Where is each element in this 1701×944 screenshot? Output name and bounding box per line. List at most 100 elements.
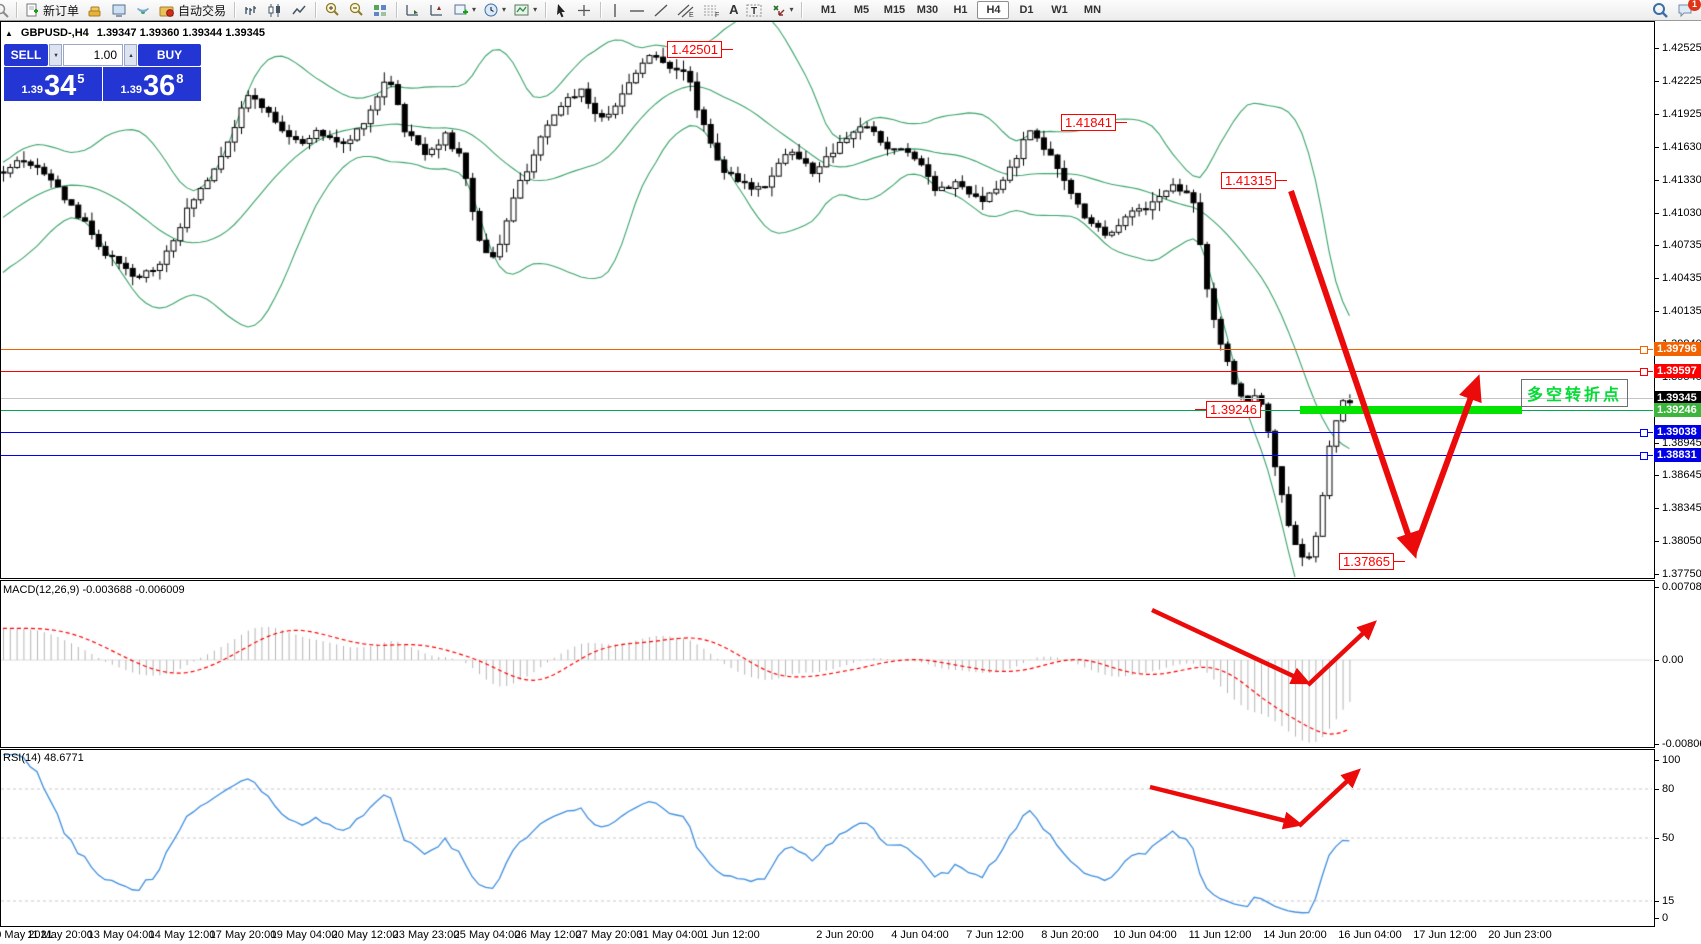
support-line-1[interactable] — [0, 432, 1653, 433]
timeframe-d1[interactable]: D1 — [1019, 4, 1034, 16]
time-tick: 4 Jun 04:00 — [891, 929, 949, 941]
dropdown-caret-icon: ▾ — [533, 5, 538, 14]
resistance-line-2-handle[interactable] — [1640, 368, 1648, 376]
price-tick: 15 — [1655, 895, 1674, 907]
zoom-in-icon[interactable] — [322, 1, 342, 19]
price-tick: 1.40735 — [1655, 239, 1701, 251]
timeframe-h4[interactable]: H4 — [977, 1, 1010, 19]
trendline-icon[interactable] — [651, 2, 671, 19]
timeframe-w1[interactable]: W1 — [1051, 4, 1068, 16]
gold-icon[interactable] — [85, 2, 105, 19]
collapse-trade-panel-arrow[interactable]: ▲ — [5, 28, 13, 38]
notifications-icon[interactable]: 1 — [1677, 0, 1701, 18]
chart-shift-icon[interactable] — [427, 2, 447, 19]
price-tick: 100 — [1655, 754, 1680, 766]
candlestick-chart-icon[interactable] — [265, 2, 285, 19]
sell-quote[interactable]: 1.39 34 5 — [4, 67, 102, 101]
clock-icon — [484, 3, 499, 18]
volume-input[interactable] — [63, 44, 123, 66]
spin-down-icon: ▼ — [52, 51, 59, 59]
line-chart-icon[interactable] — [289, 2, 309, 19]
price-tick: 1.41030 — [1655, 207, 1701, 219]
support-line-1-handle[interactable] — [1640, 429, 1648, 437]
time-tick: 1 Jun 12:00 — [702, 929, 760, 941]
pivot-point-label[interactable]: 多空转折点 — [1521, 379, 1629, 407]
search-icon[interactable] — [1652, 2, 1669, 19]
crosshair-icon[interactable] — [574, 2, 594, 19]
cursor-icon[interactable] — [552, 2, 570, 19]
horizontal-line-icon[interactable] — [627, 2, 647, 19]
timeframe-m1[interactable]: M1 — [820, 4, 837, 16]
time-tick: 16 Jun 04:00 — [1338, 929, 1402, 941]
text-icon[interactable]: A — [729, 2, 739, 17]
arrows-objects-button[interactable]: ▾ — [769, 2, 795, 19]
timeframe-m5[interactable]: M5 — [853, 4, 870, 16]
price-badge-1.38831: 1.38831 — [1654, 448, 1701, 462]
time-tick: 17 May 20:00 — [209, 929, 277, 941]
resistance-line-2[interactable] — [0, 371, 1653, 372]
signal-icon[interactable] — [133, 2, 153, 19]
text-label-icon[interactable]: T — [744, 2, 765, 19]
toolbar-separator — [315, 2, 317, 18]
sell-button[interactable]: SELL — [4, 44, 48, 66]
price-tick: 80 — [1655, 783, 1674, 795]
resistance-line-1-handle[interactable] — [1640, 346, 1648, 354]
support-line-2-handle[interactable] — [1640, 452, 1648, 460]
one-click-trading-panel: SELL ▼ ▲ BUY 1.39 34 5 1.39 36 8 — [4, 44, 201, 101]
rsi-indicator-label: RSI(14) 48.6771 — [3, 752, 84, 764]
svg-text:E: E — [689, 12, 694, 18]
toolbar-separator — [234, 2, 236, 18]
timeframe-mn[interactable]: MN — [1083, 4, 1102, 16]
buy-quote[interactable]: 1.39 36 8 — [103, 67, 201, 101]
dropdown-caret-icon: ▾ — [502, 5, 507, 14]
price-tick: 1.38345 — [1655, 502, 1701, 514]
pivot-zone-bar[interactable] — [1300, 406, 1522, 414]
timeframe-group: M1 M5 M15 M30 H1 H4 D1 W1 MN — [812, 1, 1108, 19]
fibonacci-icon[interactable]: F — [701, 2, 723, 19]
templates-button[interactable]: ▾ — [512, 2, 539, 19]
toolbar-separator — [545, 2, 547, 18]
timeframe-m30[interactable]: M30 — [916, 4, 939, 16]
time-tick: 8 Jun 20:00 — [1041, 929, 1099, 941]
time-tick: 19 May 04:00 — [270, 929, 338, 941]
volume-decrease-button[interactable]: ▼ — [49, 44, 62, 66]
price-annotation-1.37865[interactable]: 1.37865 — [1339, 553, 1405, 570]
vertical-line-icon[interactable] — [607, 2, 623, 19]
price-tick: 1.41330 — [1655, 174, 1701, 186]
terminal-icon[interactable] — [109, 2, 129, 19]
macd-indicator-label: MACD(12,26,9) -0.003688 -0.006009 — [3, 584, 185, 596]
bar-chart-icon[interactable] — [241, 2, 261, 19]
symbol-period-label: GBPUSD-,H4 — [20, 27, 89, 39]
volume-increase-button[interactable]: ▲ — [124, 44, 137, 66]
auto-scroll-icon[interactable] — [403, 2, 423, 19]
tile-windows-icon[interactable] — [370, 2, 390, 19]
timeframe-h1[interactable]: H1 — [953, 4, 968, 16]
pivot-line[interactable] — [0, 410, 1653, 411]
indicators-button[interactable]: ▾ — [451, 2, 478, 19]
toolbar-separator — [801, 2, 803, 18]
chart-header: ▲ GBPUSD-,H4 1.39347 1.39360 1.39344 1.3… — [5, 27, 265, 39]
resistance-line-1[interactable] — [0, 349, 1653, 350]
timeframe-m15[interactable]: M15 — [883, 4, 906, 16]
zoom-out-icon[interactable] — [346, 1, 366, 19]
buy-button[interactable]: BUY — [138, 44, 201, 66]
equidistant-channel-icon[interactable]: E — [675, 2, 697, 19]
time-tick: 11 May 20:00 — [27, 929, 93, 941]
price-badge-1.39796: 1.39796 — [1654, 342, 1701, 356]
periods-button[interactable]: ▾ — [482, 2, 508, 19]
price-annotation-1.42501[interactable]: 1.42501 — [667, 41, 733, 58]
price-tick: 50 — [1655, 832, 1674, 844]
arrow-objects-icon — [771, 3, 786, 18]
support-line-2[interactable] — [0, 455, 1653, 456]
price-annotation-1.39246[interactable]: 1.39246 — [1195, 401, 1261, 418]
autotrading-button[interactable]: 自动交易 — [157, 1, 228, 20]
bid-price-line[interactable] — [0, 398, 1653, 399]
price-annotation-1.41315[interactable]: 1.41315 — [1221, 172, 1287, 189]
time-tick: 0 May 2021 — [0, 929, 53, 941]
ohlc-values: 1.39347 1.39360 1.39344 1.39345 — [96, 27, 265, 39]
price-annotation-1.41841[interactable]: 1.41841 — [1061, 114, 1127, 131]
time-tick: 2 Jun 20:00 — [816, 929, 874, 941]
new-order-button[interactable]: 新订单 — [23, 1, 81, 20]
